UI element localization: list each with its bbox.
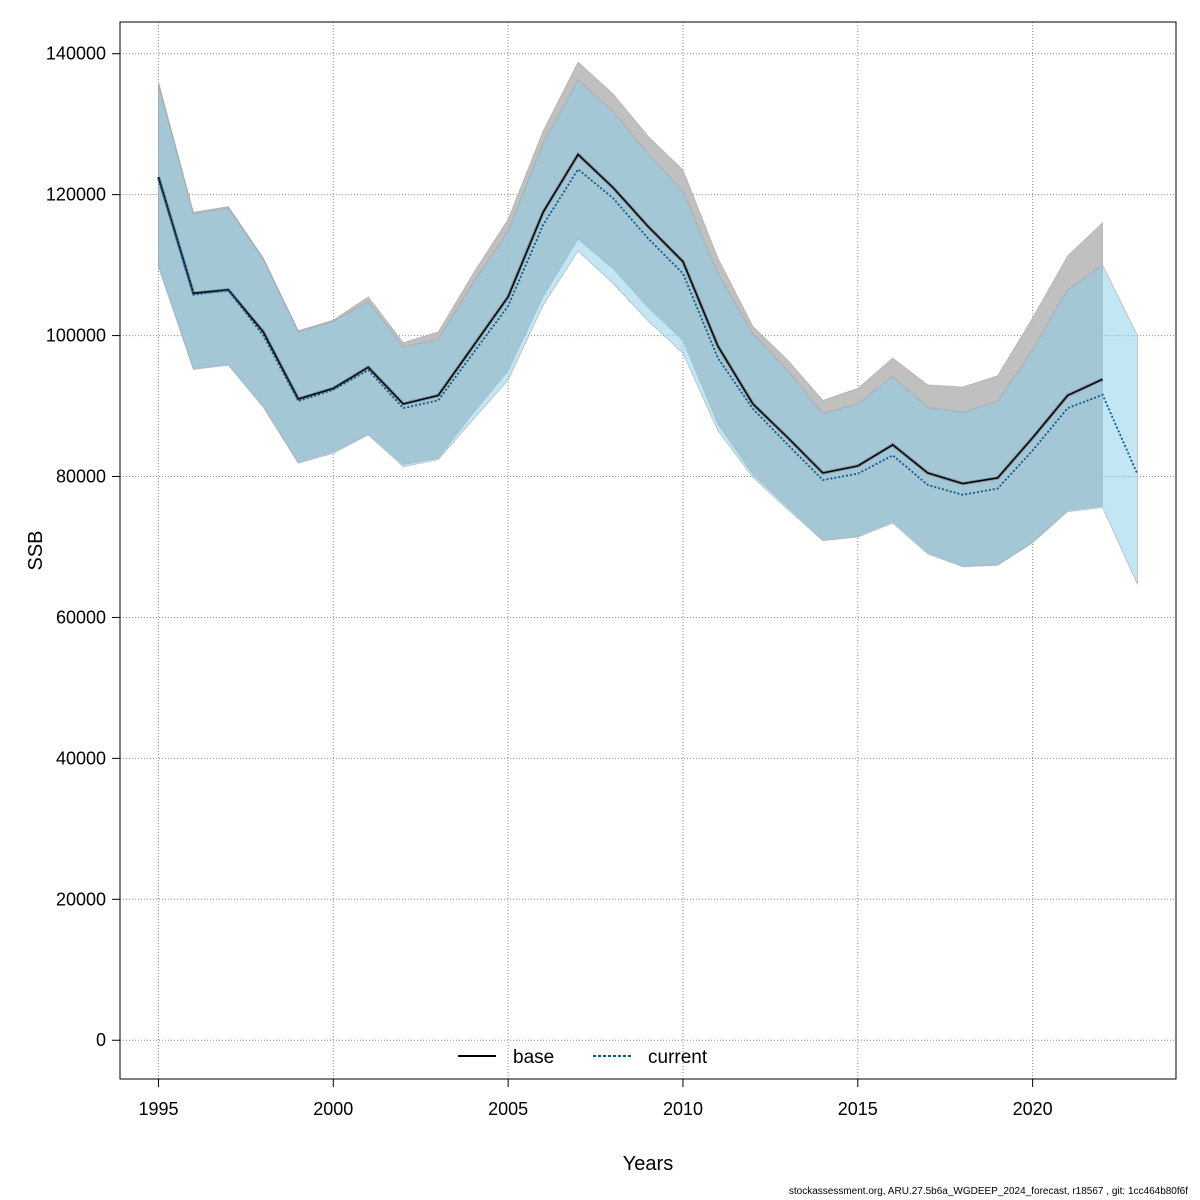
legend: base current (458, 1047, 708, 1068)
y-tick-label: 40000 (56, 748, 106, 768)
y-tick-label: 20000 (56, 889, 106, 909)
x-axis-title: Years (623, 1153, 673, 1175)
y-axis-title: SSB (25, 530, 47, 570)
y-tick-label: 140000 (46, 44, 106, 64)
y-tick-label: 80000 (56, 467, 106, 487)
legend-label-current: current (648, 1047, 708, 1068)
y-tick-label: 60000 (56, 607, 106, 627)
axes: 1995 2000 2005 2010 2015 2020 0 20000 40000 60000… (46, 44, 1053, 1119)
legend-label-base: base (513, 1047, 554, 1068)
x-tick-label: 2005 (488, 1099, 528, 1119)
y-tick-label: 120000 (46, 185, 106, 205)
x-tick-label: 1995 (138, 1099, 178, 1119)
y-tick-label: 100000 (46, 326, 106, 346)
series-lines (156, 151, 1139, 496)
series-line-current (157, 167, 1139, 496)
x-tick-label: 2015 (838, 1099, 878, 1119)
band-current (158, 79, 1138, 585)
x-tick-label: 2000 (313, 1099, 353, 1119)
footer-credit: stockassessment.org, ARU.27.5b6a_WGDEEP_… (788, 1186, 1188, 1197)
series-line-base (157, 153, 1103, 485)
x-tick-label: 2020 (1013, 1099, 1053, 1119)
y-tick-label: 0 (96, 1030, 106, 1050)
x-tick-label: 2010 (663, 1099, 703, 1119)
confidence-bands (158, 61, 1138, 585)
